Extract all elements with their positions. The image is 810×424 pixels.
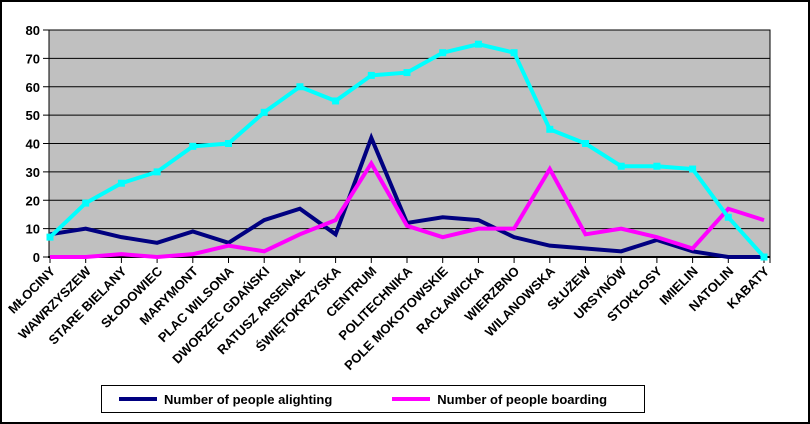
y-axis-label: 50: [26, 108, 40, 123]
y-axis-label: 70: [26, 51, 40, 66]
data-point-marker: [82, 199, 90, 207]
y-axis-label: 60: [26, 80, 40, 95]
data-point-marker: [439, 49, 447, 57]
data-point-marker: [617, 162, 625, 170]
y-axis-label: 10: [26, 222, 40, 237]
legend-item-alighting: Number of people alighting: [119, 392, 332, 407]
legend-swatch-alighting: [119, 397, 157, 401]
data-point-marker: [46, 233, 54, 241]
data-point-marker: [332, 97, 340, 105]
data-point-marker: [689, 165, 697, 173]
y-axis-label: 80: [26, 23, 40, 38]
series-line-number-of-people-boarding: [50, 159, 765, 260]
data-point-marker: [117, 179, 125, 187]
legend-swatch-boarding: [392, 397, 431, 401]
data-point-marker: [189, 142, 197, 150]
y-axis-label: 40: [26, 137, 40, 152]
data-point-marker: [653, 162, 661, 170]
data-point-marker: [260, 108, 268, 116]
data-point-marker: [296, 83, 304, 91]
data-point-marker: [582, 140, 589, 147]
data-point-marker: [546, 125, 554, 133]
y-axis-label: 30: [26, 165, 40, 180]
data-point-marker: [724, 213, 732, 221]
data-point-marker: [474, 40, 482, 48]
legend-label-alighting: Number of people alighting: [164, 391, 333, 407]
data-point-marker: [403, 69, 411, 77]
y-axis-label: 0: [33, 250, 40, 265]
legend-label-boarding: Number of people boarding: [437, 391, 608, 407]
y-axis-label: 20: [26, 193, 40, 208]
legend-item-boarding: Number of people boarding: [392, 392, 607, 407]
data-point-marker: [153, 168, 161, 176]
legend: Number of people alighting Number of peo…: [101, 385, 645, 413]
data-point-marker: [510, 49, 518, 57]
data-point-marker: [367, 71, 375, 79]
data-point-marker: [225, 140, 232, 147]
data-point-marker: [760, 253, 768, 261]
